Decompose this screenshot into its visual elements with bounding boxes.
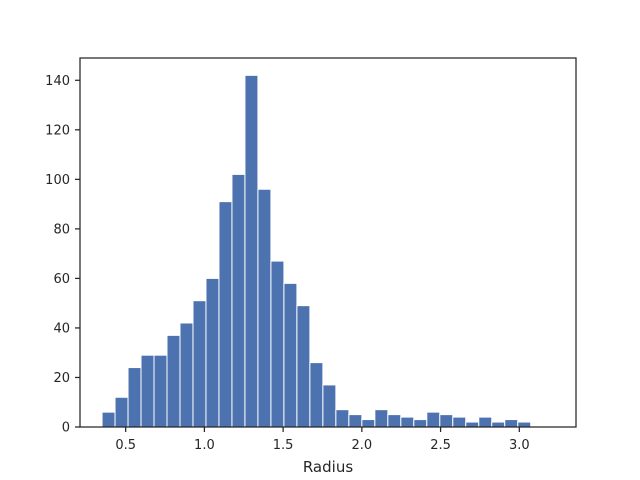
- histogram-bar: [387, 414, 402, 428]
- x-tick-label: 2.0: [352, 438, 373, 453]
- histogram-bar: [335, 409, 350, 428]
- x-tick-label: 1.5: [273, 438, 294, 453]
- histogram-bar: [374, 409, 389, 428]
- y-ticks-group: 0 20 40 60 80 100 120 140: [45, 74, 80, 436]
- histogram-bar: [504, 419, 519, 428]
- histogram-bar: [296, 305, 311, 428]
- histogram-bar: [413, 419, 428, 428]
- histogram-bar: [426, 411, 441, 428]
- plot-frame: [79, 57, 577, 428]
- histogram-bar: [517, 421, 532, 428]
- histogram-bar: [452, 416, 467, 428]
- x-tick-label: 0.5: [115, 438, 136, 453]
- x-tick-label: 1.0: [194, 438, 215, 453]
- histogram-bar: [309, 362, 324, 428]
- y-tick-label: 60: [53, 272, 70, 287]
- histogram-bar: [478, 416, 493, 428]
- histogram-bar: [257, 188, 272, 428]
- bars-group: [101, 74, 532, 428]
- histogram-bar: [218, 201, 233, 428]
- y-tick-label: 0: [62, 421, 70, 436]
- y-tick-label: 40: [53, 321, 70, 336]
- x-axis-label: Radius: [303, 458, 353, 476]
- histogram-bar: [140, 354, 155, 428]
- histogram-bar: [101, 411, 116, 428]
- histogram-bar: [231, 173, 246, 428]
- histogram-bar: [166, 334, 181, 428]
- histogram-bar: [439, 414, 454, 428]
- y-tick-label: 120: [45, 123, 70, 138]
- x-tick-label: 2.5: [430, 438, 451, 453]
- x-ticks-group: 0.5 1.0 1.5 2.0 2.5 3.0: [115, 427, 530, 453]
- histogram-bar: [491, 421, 506, 428]
- histogram-bar: [244, 74, 259, 428]
- histogram-bar: [192, 300, 207, 428]
- histogram-bar: [361, 419, 376, 428]
- histogram-bar: [127, 367, 142, 428]
- histogram-bar: [114, 396, 129, 428]
- y-tick-label: 140: [45, 74, 70, 89]
- histogram-bar: [270, 260, 285, 428]
- histogram-bar: [283, 282, 298, 428]
- histogram-bar: [179, 322, 194, 428]
- histogram-bar: [322, 384, 337, 428]
- histogram-bar: [348, 414, 363, 428]
- histogram-bar: [465, 421, 480, 428]
- histogram-bar: [205, 277, 220, 428]
- y-tick-label: 80: [53, 222, 70, 237]
- histogram-bar: [153, 354, 168, 428]
- y-tick-label: 100: [45, 173, 70, 188]
- histogram-bar: [400, 416, 415, 428]
- y-tick-label: 20: [53, 371, 70, 386]
- x-tick-label: 3.0: [509, 438, 530, 453]
